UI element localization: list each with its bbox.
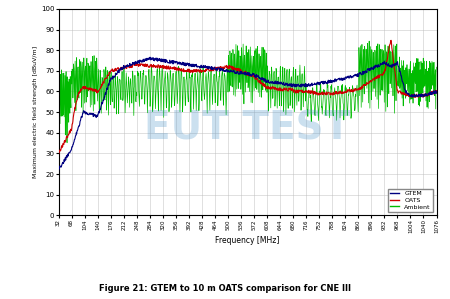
Text: Figure 21: GTEM to 10 m OATS comparison for CNE III: Figure 21: GTEM to 10 m OATS comparison … bbox=[99, 284, 351, 293]
Legend: GTEM, OATS, Ambient: GTEM, OATS, Ambient bbox=[387, 189, 433, 212]
X-axis label: Frequency [MHz]: Frequency [MHz] bbox=[215, 236, 280, 245]
Y-axis label: Maximum electric field strength [dBuV/m]: Maximum electric field strength [dBuV/m] bbox=[33, 46, 38, 178]
Text: EUT TEST: EUT TEST bbox=[144, 110, 351, 148]
